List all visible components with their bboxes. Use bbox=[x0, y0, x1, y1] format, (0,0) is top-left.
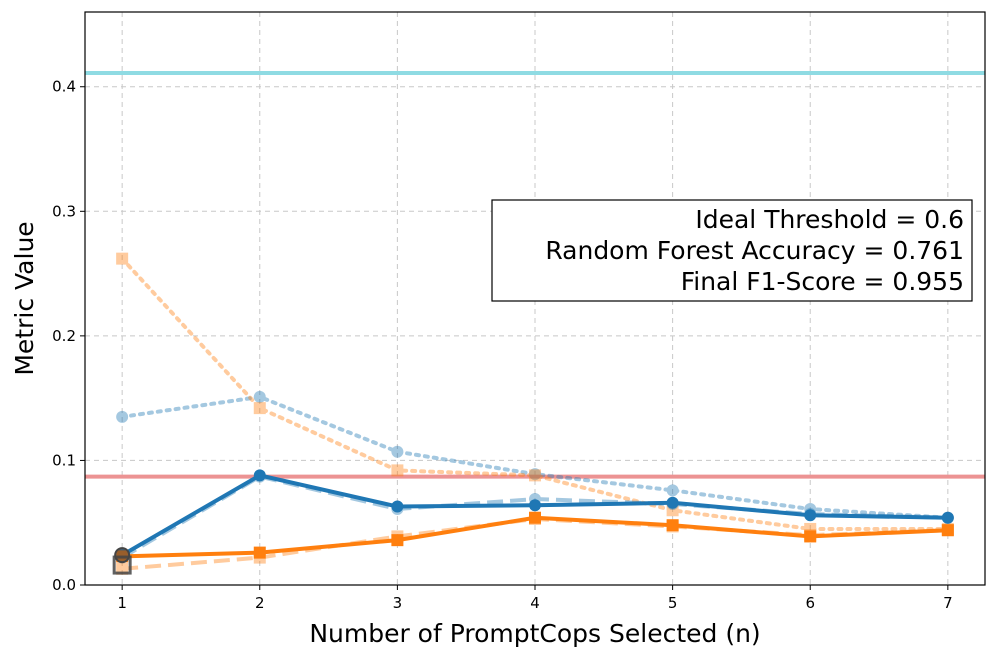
data-point bbox=[804, 509, 817, 522]
series-layer bbox=[116, 252, 954, 575]
data-point bbox=[666, 484, 679, 497]
data-point bbox=[253, 390, 266, 403]
x-tick-label: 5 bbox=[668, 594, 678, 612]
data-point bbox=[666, 496, 679, 509]
data-point bbox=[116, 252, 129, 265]
data-point bbox=[529, 499, 541, 512]
x-tick-label: 1 bbox=[117, 594, 127, 612]
data-point bbox=[391, 464, 404, 477]
y-axis-ticks: 0.0 0.1 0.2 0.3 0.4 bbox=[52, 78, 85, 594]
data-point bbox=[941, 511, 954, 524]
highlighted-points bbox=[112, 547, 132, 575]
data-point bbox=[116, 410, 129, 423]
data-point bbox=[529, 469, 541, 482]
x-tick-label: 6 bbox=[805, 594, 815, 612]
data-point bbox=[529, 468, 541, 481]
data-point bbox=[666, 519, 679, 532]
x-tick-label: 3 bbox=[393, 594, 403, 612]
y-tick-label: 0.4 bbox=[52, 78, 76, 96]
annotation-f1: Final F1-Score = 0.955 bbox=[681, 267, 964, 296]
y-tick-label: 0.2 bbox=[52, 327, 76, 345]
series-line bbox=[120, 256, 950, 531]
x-axis-ticks: 1 2 3 4 5 6 7 bbox=[117, 585, 953, 612]
annotation-threshold: Ideal Threshold = 0.6 bbox=[695, 205, 964, 234]
data-point bbox=[391, 500, 404, 513]
data-point bbox=[941, 524, 954, 537]
data-point bbox=[253, 546, 266, 559]
reference-lines bbox=[85, 71, 985, 479]
annotation-frame bbox=[491, 199, 973, 302]
data-point bbox=[529, 511, 541, 524]
data-point bbox=[253, 402, 266, 415]
y-axis-label: Metric Value bbox=[10, 221, 39, 375]
y-tick-label: 0.0 bbox=[52, 576, 76, 594]
series-line bbox=[120, 394, 950, 520]
annotation-accuracy: Random Forest Accuracy = 0.761 bbox=[545, 236, 964, 265]
data-point bbox=[391, 445, 404, 458]
data-point bbox=[804, 530, 817, 543]
x-tick-label: 2 bbox=[255, 594, 265, 612]
series-5 bbox=[116, 511, 954, 563]
data-point bbox=[391, 534, 404, 547]
y-tick-label: 0.1 bbox=[52, 451, 76, 469]
highlighted-point bbox=[112, 555, 132, 575]
x-tick-label: 4 bbox=[530, 594, 540, 612]
series-0 bbox=[116, 390, 954, 524]
data-point bbox=[253, 469, 266, 482]
x-axis-label: Number of PromptCops Selected (n) bbox=[309, 619, 760, 648]
highlighted-point bbox=[114, 547, 131, 564]
annotation-box: Ideal Threshold = 0.6 Random Forest Accu… bbox=[491, 199, 973, 302]
y-tick-label: 0.3 bbox=[52, 202, 76, 220]
x-tick-label: 7 bbox=[943, 594, 953, 612]
